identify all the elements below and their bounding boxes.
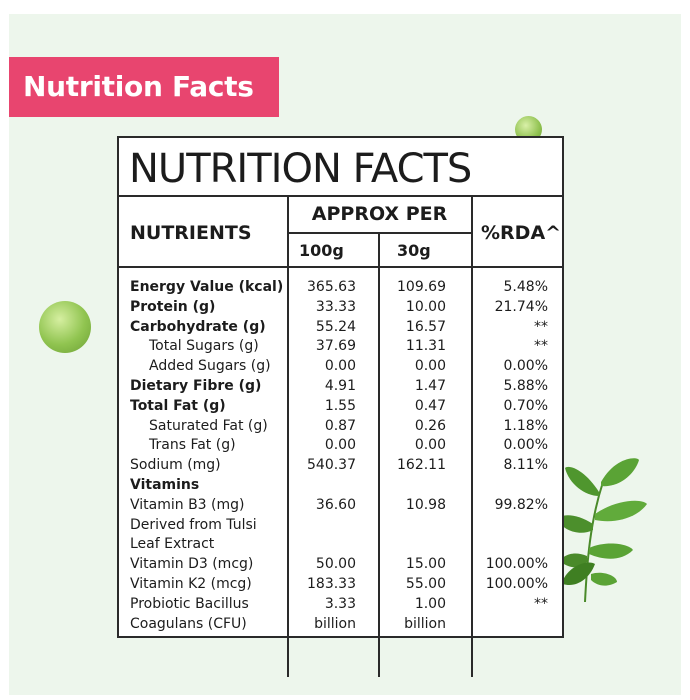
table-row: Leaf Extract [119,534,562,554]
nutrients-header: NUTRIENTS [130,222,252,244]
value-per-30g: 1.47 [414,378,446,394]
subheader-divider [287,232,472,234]
table-row: Vitamin D3 (mcg) 50.00 15.00 100.00% [119,554,562,574]
value-per-100g: 37.69 [315,338,356,355]
value-rda: 1.18% [503,417,548,434]
nutrient-name: Coagulans (CFU) [130,615,247,632]
header-divider [119,266,562,268]
nutrient-name: Sodium (mg) [130,457,221,474]
nutrient-name: Total Sugars (g) [149,338,259,355]
per-100g-header: 100g [299,241,344,260]
table-row: Carbohydrate (g) 55.24 16.57 ** [119,317,562,337]
value-per-30g: 0.47 [414,397,446,414]
table-row: Energy Value (kcal) 365.63 109.69 5.48% [119,277,562,297]
value-rda: ** [534,338,548,355]
value-per-100g: 50.00 [315,556,356,573]
value-per-100g: 0.00 [324,358,356,375]
column-divider-3 [471,195,473,677]
value-rda: 0.00% [503,358,548,375]
table-row: Total Sugars (g) 37.69 11.31 ** [119,336,562,356]
value-rda: 100.00% [485,576,548,592]
nutrient-name: Total Fat (g) [130,397,226,414]
column-divider-2 [378,232,380,677]
title-divider [119,195,562,197]
value-per-100g: billion [314,615,356,632]
per-30g-header: 30g [397,241,431,260]
value-per-100g: 183.33 [307,576,356,592]
nutrient-name: Carbohydrate (g) [130,318,266,335]
value-per-30g: 10.98 [405,496,446,513]
table-row: Probiotic Bacillus 3.33 1.00 ** [119,594,562,614]
table-row: Total Fat (g) 1.55 0.47 0.70% [119,396,562,416]
value-per-100g: 3.33 [324,595,356,612]
nutrient-name: Vitamin K2 (mcg) [130,576,252,592]
nutrient-name: Leaf Extract [130,536,215,553]
value-per-100g: 55.24 [315,318,356,335]
table-row: Trans Fat (g) 0.00 0.00 0.00% [119,435,562,455]
value-per-30g: 0.26 [414,417,446,434]
nutrient-name: Vitamin B3 (mg) [130,496,245,513]
rda-header: %RDA^ [481,222,562,244]
pea-large-image [39,301,91,353]
value-rda: 8.11% [503,457,548,474]
value-per-30g: 0.00 [414,358,446,375]
value-per-30g: 11.31 [405,338,446,355]
nutrient-name: Protein (g) [130,298,216,315]
nutrient-name: Energy Value (kcal) [130,279,284,295]
value-per-30g: 0.00 [414,437,446,454]
value-rda: 100.00% [485,556,548,573]
nutrition-facts-table: NUTRITION FACTS NUTRIENTS APPROX PER 100… [117,136,564,677]
nutrient-name: Added Sugars (g) [149,358,271,375]
nutrient-name: Trans Fat (g) [149,437,236,454]
table-title: NUTRITION FACTS [129,146,472,192]
value-rda: ** [534,318,548,335]
value-rda: ** [534,595,548,612]
value-rda: 0.70% [503,397,548,414]
value-rda: 99.82% [494,496,548,513]
value-per-100g: 365.63 [307,279,356,295]
table-row: Dietary Fibre (g) 4.91 1.47 5.88% [119,376,562,396]
table-row: Protein (g) 33.33 10.00 21.74% [119,297,562,317]
column-divider-1 [287,195,289,677]
nutrient-name: Dietary Fibre (g) [130,378,262,394]
value-per-100g: 4.91 [324,378,356,394]
value-rda: 21.74% [494,298,548,315]
table-row: Sodium (mg) 540.37 162.11 8.11% [119,455,562,475]
tulsi-leaves-image [557,458,647,602]
approx-per-header: APPROX PER [311,203,448,225]
value-rda: 5.48% [503,279,548,295]
nutrient-name: Vitamin D3 (mcg) [130,556,254,573]
table-row: Derived from Tulsi [119,515,562,535]
value-per-100g: 540.37 [307,457,356,474]
value-per-100g: 33.33 [315,298,356,315]
value-per-30g: 1.00 [414,595,446,612]
value-per-30g: 162.11 [397,457,446,474]
nutrient-name: Saturated Fat (g) [149,417,268,434]
nutrition-facts-banner: Nutrition Facts [9,57,279,117]
table-row: Vitamin B3 (mg) 36.60 10.98 99.82% [119,495,562,515]
value-per-30g: 109.69 [397,279,446,295]
value-per-30g: billion [404,615,446,632]
table-row: Coagulans (CFU) billion billion [119,614,562,634]
nutrient-name: Derived from Tulsi [130,516,257,533]
table-row: Added Sugars (g) 0.00 0.00 0.00% [119,356,562,376]
value-per-100g: 0.87 [324,417,356,434]
value-rda: 0.00% [503,437,548,454]
value-per-100g: 0.00 [324,437,356,454]
nutrient-name: Vitamins [130,477,200,493]
value-per-30g: 15.00 [405,556,446,573]
nutrient-name: Probiotic Bacillus [130,595,249,612]
table-row: Saturated Fat (g) 0.87 0.26 1.18% [119,416,562,436]
table-row: Vitamins [119,475,562,495]
table-row: Vitamin K2 (mcg) 183.33 55.00 100.00% [119,574,562,594]
value-per-100g: 1.55 [324,397,356,414]
value-per-30g: 10.00 [405,298,446,315]
value-per-30g: 55.00 [405,576,446,592]
value-per-30g: 16.57 [405,318,446,335]
value-rda: 5.88% [503,378,548,394]
value-per-100g: 36.60 [315,496,356,513]
